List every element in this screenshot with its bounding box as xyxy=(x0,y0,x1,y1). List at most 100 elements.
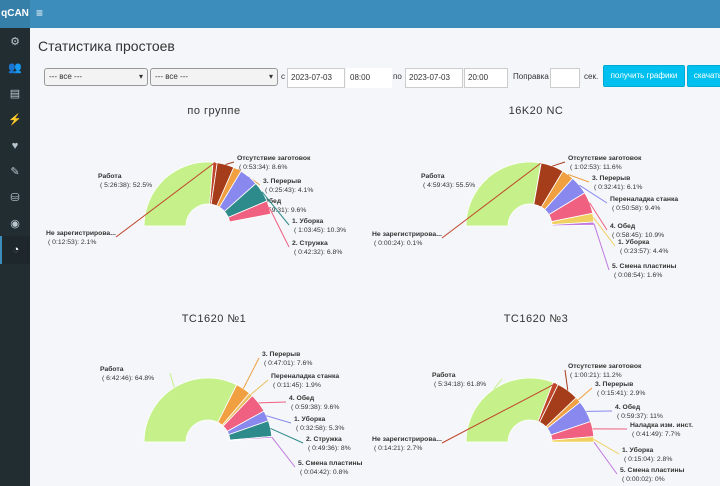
pie-leader-line xyxy=(258,401,287,404)
pie-slice-label: 1. Уборка xyxy=(618,238,650,246)
pie-slice-label: 2. Стружка xyxy=(292,240,328,247)
sidebar-item-structure[interactable]: ⛁ xyxy=(0,184,30,212)
pie-slice-value: ( 0:15:04): 2.8% xyxy=(624,456,672,463)
pie-slice-value: ( 5:26:38): 52.5% xyxy=(100,182,152,189)
pie-slice-label: 4. Обед xyxy=(289,394,315,402)
pie-slice-value: ( 0:59:31): 9.6% xyxy=(258,207,306,214)
pie-leader-line xyxy=(552,161,566,167)
get-charts-button[interactable]: получить графики xyxy=(603,65,685,87)
pie-slice xyxy=(143,161,214,227)
sidebar-item-connections[interactable]: ⚡ xyxy=(0,106,30,134)
heartbeat-icon: ♥ xyxy=(11,140,19,152)
pie-slice-label: Наладка изм. инст. xyxy=(630,422,693,429)
pie-slice-value: ( 0:49:36): 8% xyxy=(308,445,351,452)
pie-slice-value: ( 0:00:02): 0% xyxy=(622,476,665,483)
pie-slice xyxy=(227,200,272,223)
pie-chart-icon: ◔ xyxy=(12,244,20,256)
page-title: Статистика простоев xyxy=(38,38,175,54)
pie-slice-label: Работа xyxy=(432,371,456,379)
pie-leader-line xyxy=(266,415,292,424)
chevron-down-icon: ▾ xyxy=(138,72,143,81)
chart-title-3: TC1620 №1 xyxy=(182,313,247,325)
pie-leader-line xyxy=(593,223,610,271)
pie-slice-value: ( 1:02:53): 11.6% xyxy=(570,164,622,171)
pie-leader-line xyxy=(441,382,556,444)
pie-slice-value: ( 0:04:42): 0.8% xyxy=(300,469,348,476)
pie-leader-line xyxy=(493,378,503,390)
pie-slice-label: Отсутствие заготовок xyxy=(568,363,642,370)
time-to-input[interactable]: 20:00 xyxy=(464,68,508,88)
pie-leader-line xyxy=(579,184,608,204)
pie-leader-line xyxy=(261,191,290,226)
pie-slice-value: ( 0:00:24): 0.1% xyxy=(374,240,422,247)
pie-slice-value: ( 0:32:41): 6.1% xyxy=(594,184,642,191)
pie-slice-label: 5. Смена пластины xyxy=(620,467,685,474)
pie-leader-line xyxy=(589,202,608,231)
plug-icon: ⚡ xyxy=(8,114,22,126)
app-logo[interactable]: qCAN xyxy=(0,0,30,28)
sidebar-item-users[interactable]: 👥 xyxy=(0,54,30,82)
sitemap-icon: ⛁ xyxy=(10,192,20,204)
main-content: Статистика простоев --- все --- ▾ --- все… xyxy=(30,28,720,486)
pie-slice-value: ( 0:25:43): 4.1% xyxy=(265,187,313,194)
pie-leader-line xyxy=(271,436,296,468)
sidebar-item-documents[interactable]: ▤ xyxy=(0,80,30,108)
pie-slice-label: Не зарегистрирова... xyxy=(372,231,442,238)
pie-slice-value: ( 6:42:46): 64.8% xyxy=(102,375,154,382)
pie-leader-line xyxy=(115,161,216,238)
wrench-icon: ✎ xyxy=(10,166,20,178)
chart-title-4: TC1620 №3 xyxy=(504,313,569,325)
sidebar-item-settings[interactable]: ⚙ xyxy=(0,28,30,56)
pie-slice-label: 3. Перерыв xyxy=(263,178,301,185)
pie-slice-value: ( 0:42:32): 6.8% xyxy=(294,249,342,256)
pie-leader-line xyxy=(567,174,590,183)
to-label: по xyxy=(393,72,402,81)
document-icon: ▤ xyxy=(9,88,21,100)
pie-slice-label: Работа xyxy=(421,172,445,180)
group-select[interactable]: --- все --- ▾ xyxy=(44,68,148,86)
pie-slice-label: 3. Перерыв xyxy=(262,351,300,358)
pie-leader-line xyxy=(593,441,618,475)
time-from-input[interactable]: 08:00 xyxy=(346,68,392,88)
filter-bar: --- все --- ▾ --- все --- ▾ с 2023-07-03 0… xyxy=(38,65,720,90)
pie-slice-value: ( 4:59:43): 55.5% xyxy=(423,182,475,189)
pie-leader-line xyxy=(268,207,290,248)
date-from-input[interactable]: 2023-07-03 xyxy=(287,68,345,88)
pie-slice-value: ( 0:59:38): 9.6% xyxy=(291,404,339,411)
date-to-input[interactable]: 2023-07-03 xyxy=(405,68,463,88)
machine-select[interactable]: --- все --- ▾ xyxy=(150,68,278,86)
pie-slice xyxy=(465,377,554,443)
pie-slice-value: ( 1:03:45): 10.3% xyxy=(294,227,346,234)
pie-slice-value: ( 0:50:58): 9.4% xyxy=(612,205,660,212)
chart-title-1: по группе xyxy=(187,105,240,117)
pie-slice-label: 2. Стружка xyxy=(306,436,342,443)
pie-slice-label: 3. Перерыв xyxy=(595,381,633,388)
pie-slice xyxy=(465,161,542,227)
pie-slice-value: ( 0:11:45): 1.9% xyxy=(273,382,321,389)
pie-slice xyxy=(143,377,238,443)
sidebar-item-tools[interactable]: ✎ xyxy=(0,158,30,186)
download-button[interactable]: скачать xyxy=(687,65,720,87)
group-select-value: --- все --- xyxy=(49,72,83,81)
users-icon: 👥 xyxy=(8,62,22,74)
sidebar-item-view[interactable]: ◉ xyxy=(0,210,30,238)
pie-leader-line xyxy=(577,387,593,401)
sidebar-item-statistics[interactable]: ◔ xyxy=(0,236,30,264)
pie-slice-value: ( 0:23:57): 4.4% xyxy=(620,248,668,255)
seconds-label: сек. xyxy=(584,72,599,81)
pie-leader-line xyxy=(488,176,492,181)
pie-slice-value: ( 0:58:45): 10.9% xyxy=(612,232,664,239)
pie-leader-line xyxy=(169,372,175,388)
pie-slice-label: Не зарегистрирова... xyxy=(46,230,116,237)
sidebar-item-monitoring[interactable]: ♥ xyxy=(0,132,30,160)
correction-input[interactable] xyxy=(550,68,580,88)
pie-slice-label: 1. Уборка xyxy=(294,415,326,423)
pie-leader-line xyxy=(164,178,169,181)
top-navbar: qCAN ≡ xyxy=(0,0,720,28)
pie-leader-line xyxy=(593,438,620,455)
pie-slice-label: Работа xyxy=(100,365,124,373)
menu-toggle-icon[interactable]: ≡ xyxy=(36,6,44,20)
pie-slice-label: Переналадка станка xyxy=(271,373,339,380)
pie-slice-label: 1. Уборка xyxy=(292,217,324,225)
pie-slice-label: Не зарегистрирова... xyxy=(372,436,442,443)
